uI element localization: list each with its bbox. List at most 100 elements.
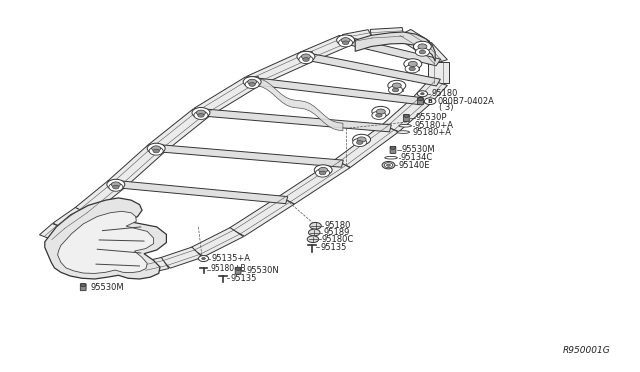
Polygon shape: [382, 98, 429, 132]
Circle shape: [404, 59, 422, 69]
Circle shape: [387, 164, 390, 166]
Polygon shape: [370, 28, 404, 41]
Text: 95180+B: 95180+B: [211, 264, 246, 273]
Text: 95530N: 95530N: [246, 266, 279, 275]
Circle shape: [382, 161, 395, 169]
Polygon shape: [300, 51, 312, 55]
Circle shape: [372, 111, 386, 119]
Circle shape: [107, 179, 125, 190]
Circle shape: [149, 147, 163, 155]
Polygon shape: [407, 65, 419, 70]
Polygon shape: [334, 125, 399, 167]
Text: 95135: 95135: [230, 274, 257, 283]
FancyBboxPatch shape: [404, 115, 410, 121]
Circle shape: [314, 165, 332, 175]
Circle shape: [404, 114, 409, 118]
Circle shape: [248, 79, 257, 84]
Circle shape: [356, 141, 363, 144]
Circle shape: [303, 58, 309, 61]
Circle shape: [249, 83, 255, 86]
Circle shape: [341, 38, 350, 43]
Circle shape: [297, 51, 315, 62]
Polygon shape: [115, 181, 288, 203]
Circle shape: [319, 171, 326, 175]
Circle shape: [392, 83, 401, 88]
Circle shape: [198, 113, 204, 117]
Circle shape: [202, 257, 205, 260]
Circle shape: [192, 108, 210, 118]
Circle shape: [111, 182, 120, 187]
Polygon shape: [246, 76, 258, 81]
Polygon shape: [201, 109, 391, 132]
Circle shape: [424, 98, 436, 105]
Text: 95180: 95180: [431, 89, 458, 98]
Polygon shape: [305, 53, 440, 86]
Circle shape: [408, 61, 417, 67]
Polygon shape: [391, 87, 403, 91]
Circle shape: [388, 86, 403, 94]
Circle shape: [299, 55, 313, 64]
Circle shape: [392, 88, 399, 92]
Circle shape: [307, 236, 319, 243]
Text: 95180C: 95180C: [322, 235, 354, 244]
Text: ( 3): ( 3): [439, 103, 454, 112]
Ellipse shape: [397, 131, 410, 134]
Circle shape: [152, 146, 161, 151]
Text: 080B7-0402A: 080B7-0402A: [437, 97, 494, 106]
Circle shape: [418, 44, 427, 49]
Circle shape: [353, 134, 371, 145]
Circle shape: [236, 267, 241, 270]
Polygon shape: [140, 257, 169, 273]
Text: B: B: [428, 99, 433, 104]
Circle shape: [109, 183, 123, 191]
Text: 95134C: 95134C: [401, 153, 433, 162]
Polygon shape: [156, 144, 343, 167]
Circle shape: [420, 93, 424, 95]
Circle shape: [409, 67, 415, 71]
Ellipse shape: [385, 157, 397, 159]
Polygon shape: [428, 62, 449, 83]
Text: 95530M: 95530M: [402, 145, 436, 154]
Polygon shape: [190, 228, 244, 257]
Circle shape: [339, 39, 353, 47]
Circle shape: [337, 35, 355, 45]
Circle shape: [308, 229, 320, 236]
Polygon shape: [246, 52, 314, 86]
Circle shape: [153, 149, 159, 153]
FancyBboxPatch shape: [236, 267, 241, 274]
Text: 95180+A: 95180+A: [415, 121, 454, 130]
Polygon shape: [53, 208, 91, 231]
Circle shape: [376, 109, 385, 114]
Circle shape: [417, 91, 428, 97]
Polygon shape: [108, 145, 165, 187]
Text: 95180+A: 95180+A: [413, 128, 452, 137]
Polygon shape: [160, 247, 202, 268]
Circle shape: [113, 185, 119, 189]
FancyBboxPatch shape: [81, 284, 86, 291]
Circle shape: [243, 77, 261, 87]
Polygon shape: [343, 37, 441, 66]
Circle shape: [316, 169, 330, 177]
Polygon shape: [148, 109, 210, 151]
Polygon shape: [412, 80, 447, 104]
Circle shape: [388, 80, 406, 91]
Polygon shape: [252, 78, 422, 105]
Text: R950001G: R950001G: [563, 346, 611, 355]
Circle shape: [419, 50, 426, 54]
Circle shape: [301, 54, 310, 59]
Circle shape: [376, 113, 382, 117]
Circle shape: [415, 48, 429, 56]
Polygon shape: [355, 32, 435, 61]
Polygon shape: [279, 160, 350, 204]
Ellipse shape: [399, 124, 412, 127]
Circle shape: [194, 111, 208, 119]
Circle shape: [245, 80, 259, 89]
Polygon shape: [342, 30, 374, 46]
Circle shape: [390, 146, 396, 150]
Polygon shape: [45, 198, 166, 279]
Text: 95180: 95180: [324, 221, 351, 230]
Text: 95140E: 95140E: [398, 161, 429, 170]
Circle shape: [319, 167, 328, 173]
Circle shape: [353, 138, 367, 147]
Circle shape: [413, 41, 431, 52]
